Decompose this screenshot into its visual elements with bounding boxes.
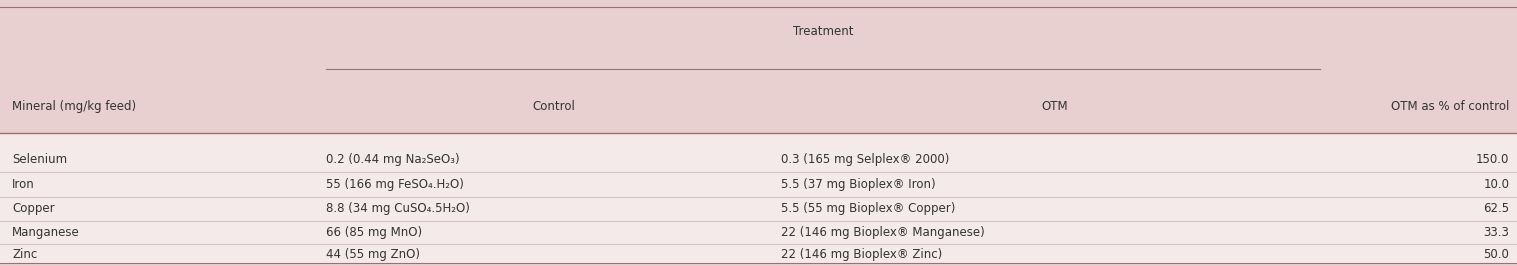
Text: 66 (85 mg MnO): 66 (85 mg MnO) [326,226,422,239]
Text: 55 (166 mg FeSO₄.H₂O): 55 (166 mg FeSO₄.H₂O) [326,178,464,191]
Text: Copper: Copper [12,202,55,215]
Text: Treatment: Treatment [793,26,854,38]
Text: 0.2 (0.44 mg Na₂SeO₃): 0.2 (0.44 mg Na₂SeO₃) [326,153,460,166]
Text: 150.0: 150.0 [1476,153,1509,166]
Text: OTM: OTM [1041,100,1068,113]
Text: 62.5: 62.5 [1484,202,1509,215]
Text: Iron: Iron [12,178,35,191]
Text: 0.3 (165 mg Selplex® 2000): 0.3 (165 mg Selplex® 2000) [781,153,950,166]
Text: OTM as % of control: OTM as % of control [1391,100,1509,113]
Text: 22 (146 mg Bioplex® Zinc): 22 (146 mg Bioplex® Zinc) [781,248,942,261]
Text: 33.3: 33.3 [1484,226,1509,239]
Bar [0,133,1517,263]
Text: 5.5 (55 mg Bioplex® Copper): 5.5 (55 mg Bioplex® Copper) [781,202,956,215]
Text: Manganese: Manganese [12,226,80,239]
Text: 22 (146 mg Bioplex® Manganese): 22 (146 mg Bioplex® Manganese) [781,226,985,239]
Text: 8.8 (34 mg CuSO₄.5H₂O): 8.8 (34 mg CuSO₄.5H₂O) [326,202,470,215]
Text: Zinc: Zinc [12,248,38,261]
Text: Control: Control [532,100,575,113]
Text: 10.0: 10.0 [1484,178,1509,191]
Text: 5.5 (37 mg Bioplex® Iron): 5.5 (37 mg Bioplex® Iron) [781,178,936,191]
Text: 44 (55 mg ZnO): 44 (55 mg ZnO) [326,248,420,261]
Text: Mineral (mg/kg feed): Mineral (mg/kg feed) [12,100,137,113]
Text: Selenium: Selenium [12,153,67,166]
Text: 50.0: 50.0 [1484,248,1509,261]
